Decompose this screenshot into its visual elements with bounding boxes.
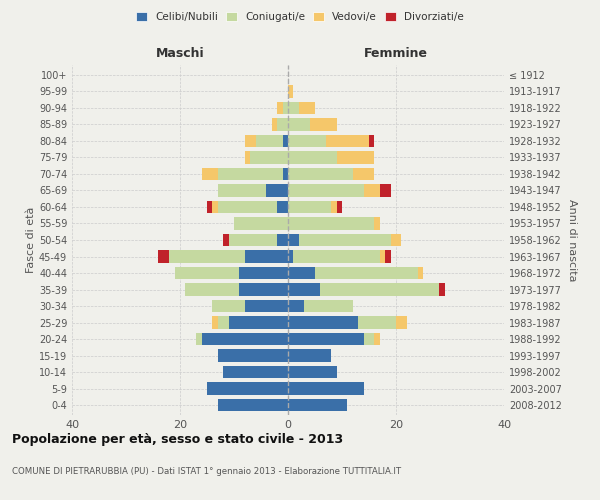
Bar	[380, 250, 385, 262]
Bar	[288, 118, 310, 130]
Bar	[212, 316, 218, 328]
Bar	[207, 201, 212, 213]
Bar	[288, 152, 337, 164]
Bar	[245, 250, 288, 262]
Bar	[212, 201, 218, 213]
Bar	[299, 102, 315, 114]
Bar	[288, 168, 353, 180]
Bar	[385, 250, 391, 262]
Bar	[364, 333, 374, 345]
Bar	[288, 218, 374, 230]
Bar	[207, 382, 288, 395]
Bar	[288, 135, 326, 147]
Bar	[218, 168, 283, 180]
Bar	[169, 250, 245, 262]
Bar	[299, 234, 391, 246]
Bar	[369, 135, 374, 147]
Bar	[374, 333, 380, 345]
Bar	[358, 316, 396, 328]
Bar	[158, 250, 169, 262]
Bar	[374, 218, 380, 230]
Bar	[218, 399, 288, 411]
Bar	[223, 366, 288, 378]
Bar	[234, 218, 288, 230]
Bar	[293, 250, 380, 262]
Bar	[288, 85, 293, 98]
Bar	[304, 300, 353, 312]
Bar	[218, 184, 266, 196]
Bar	[223, 234, 229, 246]
Bar	[320, 284, 439, 296]
Bar	[288, 333, 364, 345]
Bar	[288, 316, 358, 328]
Bar	[315, 267, 418, 279]
Bar	[288, 284, 320, 296]
Y-axis label: Fasce di età: Fasce di età	[26, 207, 36, 273]
Bar	[331, 201, 337, 213]
Bar	[310, 118, 337, 130]
Bar	[266, 184, 288, 196]
Bar	[288, 366, 337, 378]
Bar	[175, 267, 239, 279]
Text: Maschi: Maschi	[155, 47, 205, 60]
Bar	[277, 234, 288, 246]
Text: Popolazione per età, sesso e stato civile - 2013: Popolazione per età, sesso e stato civil…	[12, 432, 343, 446]
Bar	[256, 135, 283, 147]
Bar	[418, 267, 423, 279]
Bar	[277, 102, 283, 114]
Bar	[353, 168, 374, 180]
Y-axis label: Anni di nascita: Anni di nascita	[567, 198, 577, 281]
Text: Femmine: Femmine	[364, 47, 428, 60]
Bar	[239, 284, 288, 296]
Bar	[212, 300, 245, 312]
Bar	[218, 316, 229, 328]
Bar	[439, 284, 445, 296]
Bar	[288, 350, 331, 362]
Bar	[288, 382, 364, 395]
Bar	[288, 102, 299, 114]
Bar	[288, 234, 299, 246]
Bar	[277, 201, 288, 213]
Bar	[283, 168, 288, 180]
Bar	[326, 135, 369, 147]
Bar	[288, 250, 293, 262]
Bar	[380, 184, 391, 196]
Bar	[272, 118, 277, 130]
Bar	[202, 168, 218, 180]
Bar	[185, 284, 239, 296]
Bar	[202, 333, 288, 345]
Bar	[337, 201, 342, 213]
Bar	[218, 201, 277, 213]
Bar	[250, 152, 288, 164]
Bar	[288, 267, 315, 279]
Bar	[288, 300, 304, 312]
Bar	[229, 316, 288, 328]
Text: COMUNE DI PIETRARUBBIA (PU) - Dati ISTAT 1° gennaio 2013 - Elaborazione TUTTITAL: COMUNE DI PIETRARUBBIA (PU) - Dati ISTAT…	[12, 468, 401, 476]
Bar	[245, 135, 256, 147]
Bar	[288, 184, 364, 196]
Bar	[288, 399, 347, 411]
Bar	[364, 184, 380, 196]
Bar	[218, 350, 288, 362]
Bar	[337, 152, 374, 164]
Bar	[283, 102, 288, 114]
Bar	[196, 333, 202, 345]
Bar	[239, 267, 288, 279]
Bar	[245, 300, 288, 312]
Bar	[288, 201, 331, 213]
Bar	[277, 118, 288, 130]
Legend: Celibi/Nubili, Coniugati/e, Vedovi/e, Divorziati/e: Celibi/Nubili, Coniugati/e, Vedovi/e, Di…	[132, 8, 468, 26]
Bar	[396, 316, 407, 328]
Bar	[229, 234, 277, 246]
Bar	[391, 234, 401, 246]
Bar	[245, 152, 250, 164]
Bar	[283, 135, 288, 147]
